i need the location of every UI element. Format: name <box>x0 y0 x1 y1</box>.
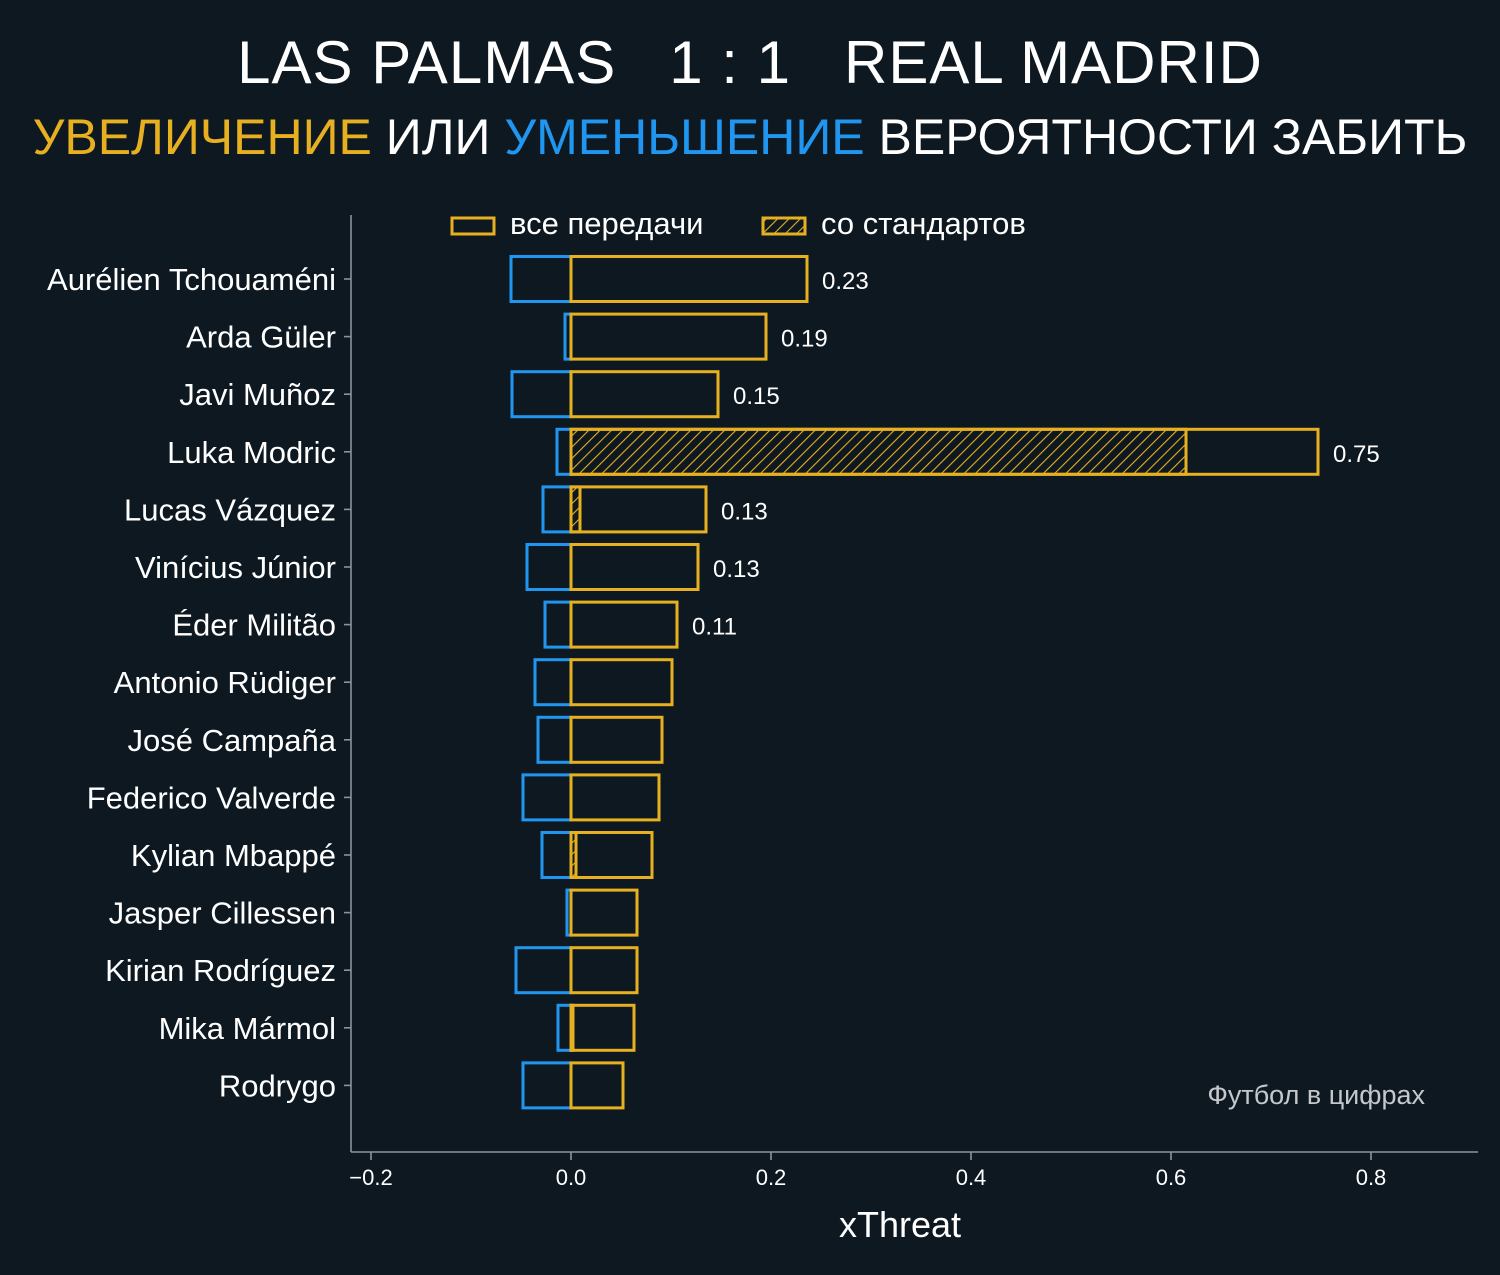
bar-setpiece <box>569 427 1188 476</box>
legend-swatch-all-passes <box>450 216 496 236</box>
bar-decrease <box>536 715 573 764</box>
y-tick-label: Antonio Rüdiger <box>114 665 336 700</box>
subtitle-or: ИЛИ <box>385 109 491 165</box>
y-tick-label: Rodrygo <box>219 1068 336 1103</box>
bar-increase <box>569 715 664 764</box>
bar-decrease <box>543 600 573 649</box>
y-tick-label: Kylian Mbappé <box>131 838 336 873</box>
y-tick-label: Arda Güler <box>186 320 336 355</box>
bar-decrease <box>556 1003 573 1052</box>
bar-decrease <box>525 543 573 591</box>
bar-increase <box>569 1061 625 1110</box>
chart-subtitle: УВЕЛИЧЕНИЕ ИЛИ УМЕНЬШЕНИЕ ВЕРОЯТНОСТИ ЗА… <box>0 108 1500 166</box>
y-tick-label: Aurélien Tchouaméni <box>47 262 336 297</box>
title-home-team: LAS PALMAS <box>237 29 617 96</box>
chart-bars <box>509 255 1320 1110</box>
bar-increase <box>569 888 639 937</box>
bar-increase <box>569 831 654 879</box>
bar-increase <box>569 773 661 822</box>
legend-swatch-setpieces <box>761 216 807 236</box>
bar-decrease <box>521 773 573 822</box>
bar-decrease <box>521 1061 573 1110</box>
bar-decrease <box>533 658 573 707</box>
legend-label-setpieces: со стандартов <box>821 206 1026 241</box>
subtitle-rest: ВЕРОЯТНОСТИ ЗАБИТЬ <box>878 109 1468 165</box>
y-tick-label: Kirian Rodríguez <box>105 953 336 988</box>
data-label: 0.13 <box>713 556 760 583</box>
bar-increase <box>569 1003 636 1052</box>
x-tick-label: −0.2 <box>349 1165 392 1190</box>
data-label: 0.11 <box>692 614 737 641</box>
y-tick-label: Éder Militão <box>172 608 336 643</box>
chart-labels: Aurélien Tchouaméni 0.23 Arda Güler 0.19 Jav… <box>47 262 1380 1103</box>
bar-increase <box>569 485 708 534</box>
y-tick-label: Luka Modric <box>167 435 336 470</box>
data-label: 0.23 <box>822 268 869 295</box>
subtitle-decrease: УМЕНЬШЕНИЕ <box>504 109 865 165</box>
y-tick-label: José Campaña <box>127 723 336 758</box>
bar-increase <box>569 370 720 419</box>
bar-increase <box>569 600 679 649</box>
data-label: 0.19 <box>781 326 828 353</box>
bar-increase <box>569 543 700 591</box>
chart-title: LAS PALMAS 1 : 1 REAL MADRID <box>0 28 1500 97</box>
bar-decrease <box>555 427 573 476</box>
legend-label-all-passes: все передачи <box>510 206 703 241</box>
bar-increase <box>569 427 1320 476</box>
x-tick-label: 0.2 <box>756 1165 787 1190</box>
title-away-team: REAL MADRID <box>844 29 1263 96</box>
x-tick-label: 0.8 <box>1356 1165 1387 1190</box>
bar-increase <box>569 255 809 303</box>
x-tick-label: 0.0 <box>556 1165 587 1190</box>
chart-legend: все передачи со стандартов <box>450 206 1026 241</box>
y-tick-label: Jasper Cillessen <box>109 896 336 931</box>
bar-decrease <box>540 831 573 879</box>
y-tick-label: Federico Valverde <box>87 780 336 815</box>
chart-axes: −0.2 0.0 0.2 0.4 0.6 0.8 xThreat <box>344 215 1478 1245</box>
watermark: Футбол в цифрах <box>1207 1080 1425 1110</box>
y-tick-label: Vinícius Júnior <box>135 550 336 585</box>
subtitle-increase: УВЕЛИЧЕНИЕ <box>32 109 372 165</box>
y-tick-label: Lucas Vázquez <box>124 492 336 527</box>
bar-decrease <box>514 946 573 995</box>
title-score: 1 : 1 <box>669 29 791 96</box>
y-tick-label: Javi Muñoz <box>179 377 336 412</box>
x-tick-label: 0.4 <box>956 1165 987 1190</box>
data-label: 0.75 <box>1333 441 1380 468</box>
data-label: 0.13 <box>721 498 768 525</box>
x-axis-label: xThreat <box>839 1204 961 1245</box>
bar-decrease <box>510 370 573 419</box>
y-tick-label: Mika Mármol <box>159 1011 336 1046</box>
bar-decrease <box>509 255 573 303</box>
bar-increase <box>569 312 768 361</box>
x-tick-label: 0.6 <box>1156 1165 1187 1190</box>
bar-decrease <box>541 485 573 534</box>
bar-increase <box>569 946 639 995</box>
data-label: 0.15 <box>733 383 780 410</box>
bar-increase <box>569 658 674 707</box>
